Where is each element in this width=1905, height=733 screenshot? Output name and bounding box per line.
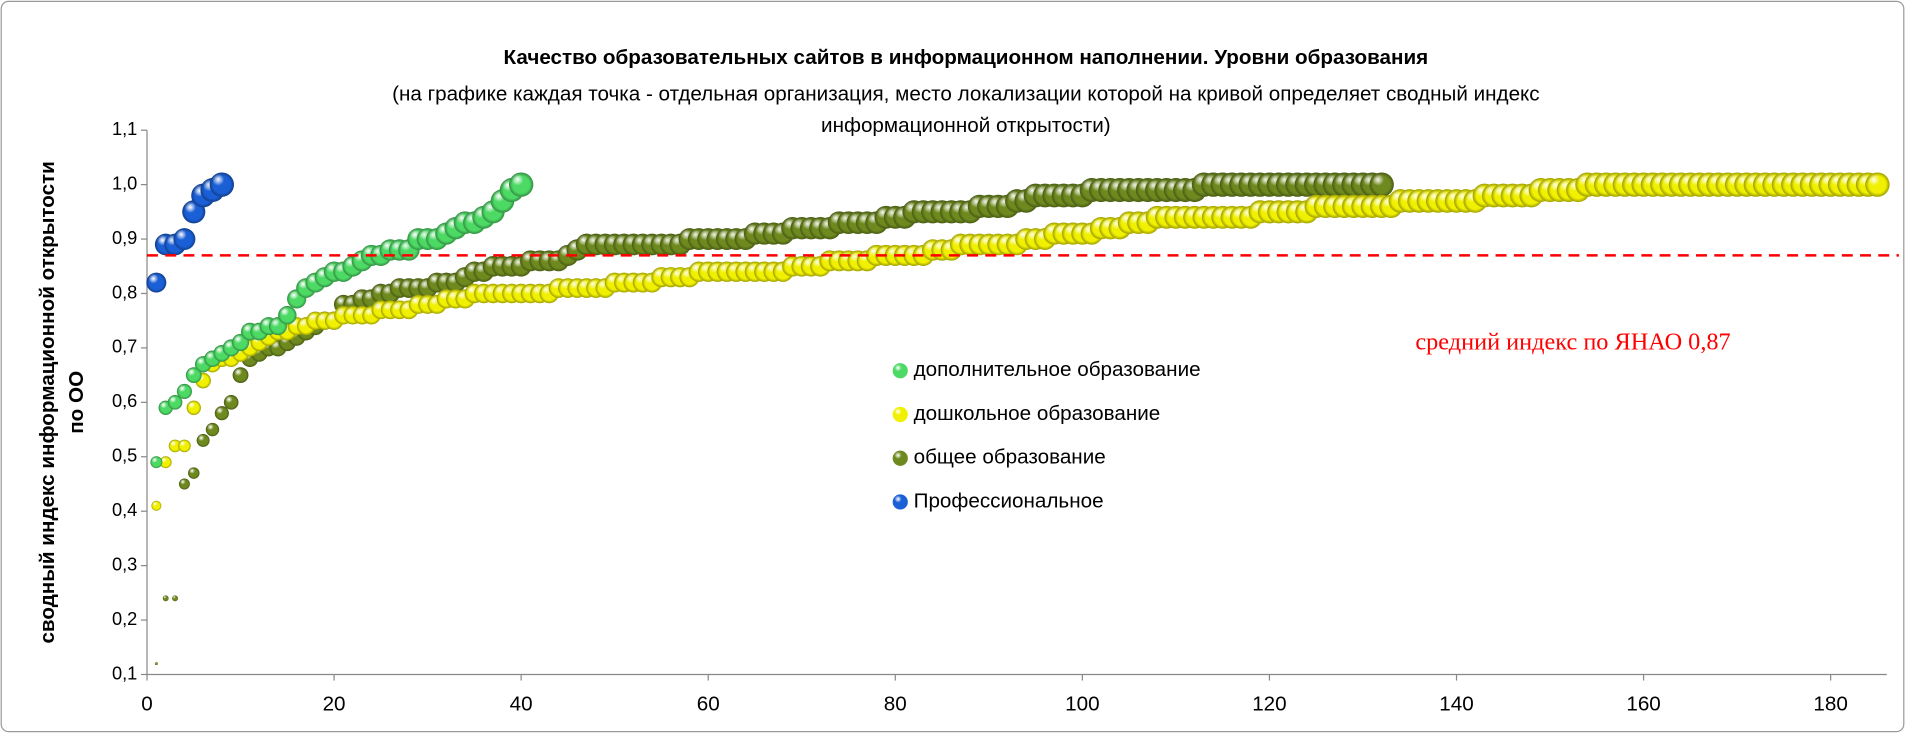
bubble [162,595,169,602]
bubble [146,272,167,293]
chart-subtitle: информационной открытости) [821,114,1111,137]
x-tick-label: 60 [697,692,720,715]
y-axis-title: по ОО [65,371,88,434]
bubble [196,434,210,447]
legend-label: дошкольное образование [914,402,1161,425]
x-tick-label: 120 [1252,692,1286,715]
bubble [172,595,178,602]
x-tick-label: 0 [141,692,152,715]
x-tick-label: 180 [1813,692,1847,715]
bubble [214,406,229,421]
y-tick-label: 0,4 [112,500,137,520]
bubble [205,422,220,437]
legend-label: Профессиональное [914,489,1104,512]
bubble [151,500,162,511]
y-tick-label: 0,6 [112,391,137,411]
bubble [186,400,201,415]
y-tick-label: 0,1 [112,663,137,683]
legend-label: общее образование [914,446,1106,469]
bubble [509,172,534,197]
x-tick-label: 40 [510,692,533,715]
legend-marker [892,363,908,379]
legend-marker [892,406,908,423]
x-tick-label: 140 [1439,692,1473,715]
bubble [178,439,191,453]
bubble [173,228,196,250]
y-tick-label: 1,0 [112,173,137,193]
bubble [278,306,297,325]
annotation: средний индекс по ЯНАО 0,87 [1415,329,1730,356]
bubble [223,395,239,410]
bubble [1865,172,1890,197]
legend-marker [892,494,908,510]
x-tick-label: 100 [1065,692,1099,715]
bubble [150,456,163,469]
bubble [176,383,192,399]
chart-subtitle: (на графике каждая точка - отдельная орг… [392,82,1540,105]
y-tick-label: 0,8 [112,282,137,302]
y-tick-label: 0,3 [112,554,137,574]
bubble [232,367,249,384]
x-tick-label: 160 [1626,692,1660,715]
bubble [178,478,190,490]
bubble [188,467,200,479]
bubble [154,662,158,666]
y-tick-label: 1,1 [112,119,137,139]
y-tick-label: 0,7 [112,337,137,357]
legend-label: дополнительное образование [914,358,1201,381]
bubble [209,172,234,197]
x-tick-label: 80 [884,692,907,715]
bubble [1369,172,1394,197]
chart-title: Качество образовательных сайтов в информ… [504,46,1429,69]
x-tick-label: 20 [323,692,346,715]
y-tick-label: 0,5 [112,446,137,466]
legend-marker [892,450,908,466]
y-axis-title: сводный индекс информационной открытости [36,161,59,643]
y-tick-label: 0,2 [112,609,137,629]
y-tick-label: 0,9 [112,228,137,248]
